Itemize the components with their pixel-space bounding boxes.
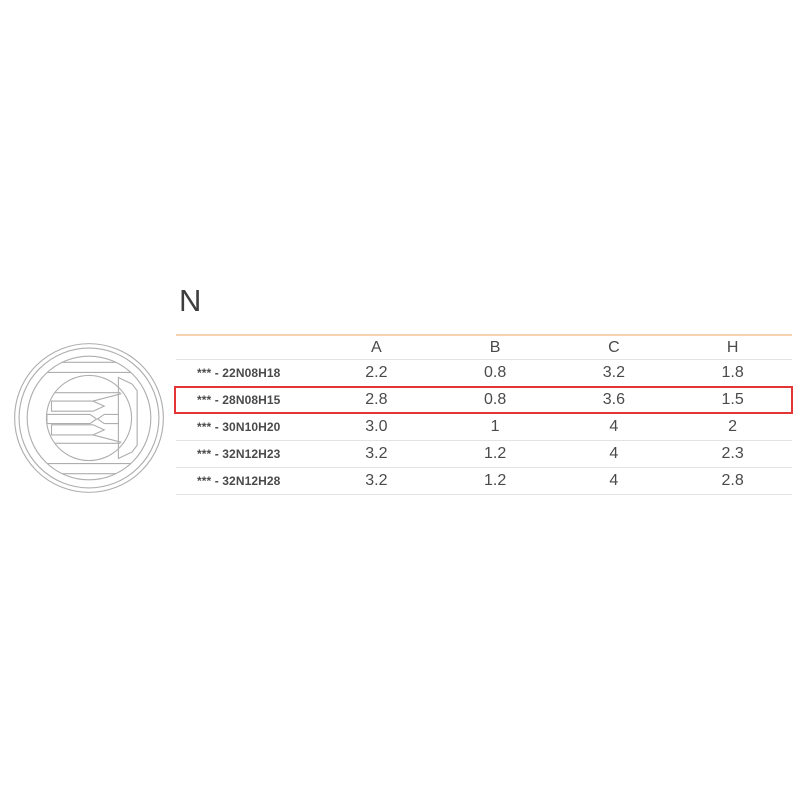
table-row[interactable]: *** - 32N12H23 3.2 1.2 4 2.3 [176, 441, 792, 468]
cell-c: 3.2 [602, 364, 625, 381]
cell-c: 4 [609, 472, 619, 489]
table-row-selected[interactable]: *** - 28N08H15 2.8 0.8 3.6 1.5 [174, 386, 793, 414]
key-lug [117, 376, 138, 460]
table-row[interactable]: *** - 32N12H28 3.2 1.2 4 2.8 [176, 468, 792, 495]
cell-b: 1.2 [484, 472, 507, 489]
connector-face-svg [14, 343, 164, 493]
cell-c: 4 [609, 418, 619, 435]
cell-b: 1 [490, 418, 500, 435]
table-row[interactable]: *** - 22N08H18 2.2 0.8 3.2 1.8 [176, 360, 792, 387]
cell-b: 1.2 [484, 445, 507, 462]
row-label: *** - 30N10H20 [197, 420, 281, 434]
row-label: *** - 32N12H23 [197, 447, 281, 461]
row-label: *** - 22N08H18 [197, 366, 281, 380]
cell-h: 1.8 [721, 364, 744, 381]
cell-a: 2.2 [365, 364, 388, 381]
cell-a: 2.8 [365, 391, 388, 408]
column-header-h: H [726, 338, 739, 356]
cell-b: 0.8 [484, 391, 507, 408]
spec-table: A B C H *** - 22N08H18 2.2 0.8 3.2 1.8 *** - … [174, 334, 793, 495]
cell-h: 2 [728, 418, 738, 435]
table-body: *** - 22N08H18 2.2 0.8 3.2 1.8 *** - 28N08H15… [174, 360, 793, 495]
contact-slots [46, 393, 122, 443]
cell-a: 3.2 [365, 445, 388, 462]
section-title: N [179, 283, 202, 318]
cell-b: 0.8 [484, 364, 507, 381]
cell-a: 3.2 [365, 472, 388, 489]
body-chords [47, 361, 131, 475]
connector-face-drawing [13, 342, 165, 494]
outer-rings [14, 343, 164, 493]
cell-c: 4 [609, 445, 619, 462]
cell-h: 1.5 [721, 391, 744, 408]
column-header-c: C [608, 338, 620, 356]
column-header-b: B [489, 338, 501, 356]
cell-c: 3.6 [602, 391, 625, 408]
row-label: *** - 28N08H15 [197, 393, 281, 407]
table-row[interactable]: *** - 30N10H20 3.0 1 4 2 [176, 414, 792, 441]
cell-h: 2.8 [721, 472, 744, 489]
cell-a: 3.0 [365, 418, 388, 435]
row-label: *** - 32N12H28 [197, 474, 281, 488]
table-header-row: A B C H [176, 336, 792, 360]
cell-h: 2.3 [721, 445, 744, 462]
column-header-a: A [371, 338, 382, 356]
